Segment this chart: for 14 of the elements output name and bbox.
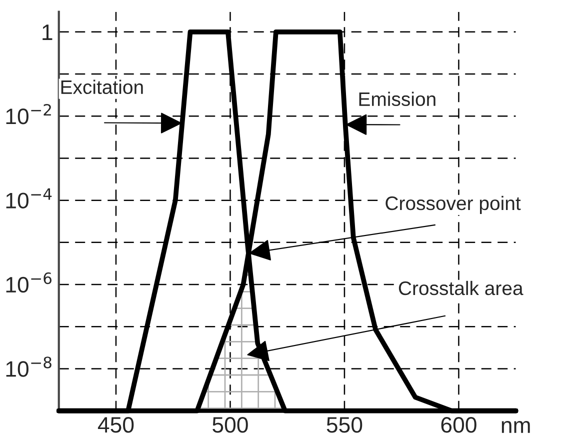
annotation: Excitation [61, 80, 143, 94]
x-tick-label: 550 [326, 416, 362, 433]
x-axis-title: nm [502, 420, 530, 433]
y-tick-label: 1 [42, 24, 52, 40]
annotation: Emission [359, 92, 436, 106]
y-tick-label: 10$^{−6}$ [6, 272, 52, 293]
x-tick-label: 500 [212, 416, 248, 433]
x-tick-label: 600 [441, 416, 476, 433]
x-tick-label: 450 [98, 416, 134, 433]
annotation: Crosstalk area [398, 280, 524, 296]
annotation: Crossover point [386, 196, 521, 214]
y-tick-label: 10$^{−2}$ [6, 104, 51, 124]
y-tick-label: 10$^{−4}$ [6, 188, 52, 208]
y-tick-label: 10$^{−8}$ [6, 356, 52, 377]
